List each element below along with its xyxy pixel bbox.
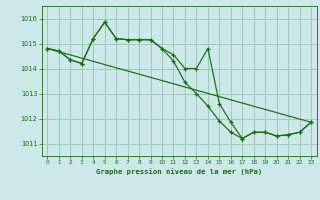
X-axis label: Graphe pression niveau de la mer (hPa): Graphe pression niveau de la mer (hPa) [96,168,262,175]
